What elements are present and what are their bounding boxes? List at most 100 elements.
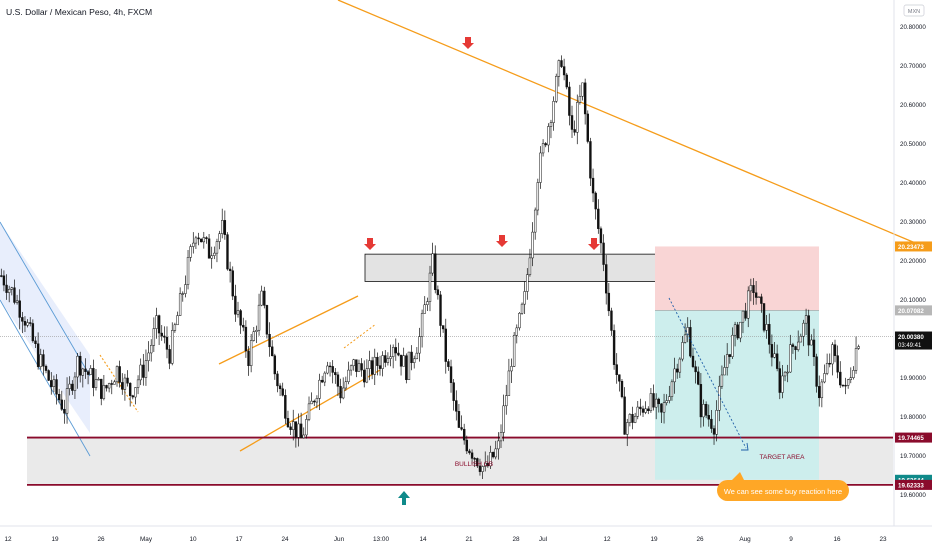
candle-body <box>670 381 674 397</box>
candle-body <box>836 355 839 373</box>
candle-body <box>846 379 850 386</box>
candle-body <box>215 241 219 254</box>
candle-body <box>181 293 184 295</box>
candle-body <box>512 334 516 367</box>
candle-body <box>79 355 82 376</box>
candle-body <box>552 101 555 123</box>
candle-body <box>694 366 697 373</box>
time-tick-label: 10 <box>189 536 197 543</box>
sell-arrow-1 <box>364 238 376 250</box>
candle-body <box>683 334 687 343</box>
candle-body <box>310 400 313 405</box>
candle-body <box>100 378 103 399</box>
candle-body <box>331 366 334 373</box>
candle-body <box>633 416 637 423</box>
candle-body <box>373 356 376 375</box>
candle-body <box>431 253 434 274</box>
candle-body <box>336 374 340 387</box>
candle-body <box>368 360 371 369</box>
candle-body <box>160 332 163 337</box>
candle-body <box>270 346 274 357</box>
candle-body <box>344 381 348 389</box>
candle-body <box>73 376 77 391</box>
candle-body <box>92 368 95 388</box>
candle-body <box>760 296 763 304</box>
candle-body <box>128 382 132 396</box>
candle-body <box>639 406 642 410</box>
time-axis[interactable]: 12 19 26 May 10 17 24 Jun 13:00 14 21 28 Jul 12 19 26 Au… <box>0 525 932 543</box>
candle-body <box>68 383 71 389</box>
candle-body <box>418 336 421 354</box>
sell-arrow-3 <box>496 235 508 247</box>
candle-body <box>113 381 116 385</box>
candle-body <box>150 345 153 354</box>
candle-body <box>2 275 6 286</box>
candle-body <box>273 355 277 375</box>
channel-upper-line <box>0 221 91 377</box>
candle-body <box>426 301 429 305</box>
candle-body <box>839 371 842 386</box>
candle-body <box>126 377 129 384</box>
candle-body <box>147 352 150 361</box>
price-axis[interactable]: 20.80000 20.70000 20.60000 20.50000 20.40000… <box>893 0 932 526</box>
candle-body <box>376 356 379 366</box>
candle-body <box>155 315 158 329</box>
candle-body <box>391 347 395 357</box>
candle-body <box>152 328 156 346</box>
candle-body <box>23 321 27 326</box>
candle-body <box>618 374 621 382</box>
candle-body <box>507 370 511 396</box>
price-tick-label: 20.70000 <box>900 63 926 70</box>
candle-body <box>770 344 774 358</box>
candle-body <box>641 408 645 413</box>
candle-body <box>334 372 337 376</box>
candle-body <box>489 452 492 467</box>
candle-body <box>244 326 248 352</box>
candle-body <box>710 418 713 429</box>
candle-body <box>370 360 374 375</box>
candle-body <box>462 428 466 441</box>
currency-button[interactable]: MXN <box>903 4 925 17</box>
currency-button-label: MXN <box>908 9 920 15</box>
candle-body <box>163 335 166 338</box>
price-label-box <box>895 479 932 490</box>
time-tick-label: Jun <box>334 536 345 543</box>
candle-body <box>136 379 140 388</box>
candle-body <box>110 383 113 385</box>
candle-body <box>71 383 74 391</box>
candle-body <box>299 423 303 439</box>
candle-body <box>747 290 750 319</box>
time-tick-label: 24 <box>281 536 289 543</box>
candle-body <box>194 237 198 244</box>
candle-body <box>86 371 90 375</box>
candle-body <box>142 364 145 378</box>
time-tick-label: 13:00 <box>373 536 389 543</box>
candle-body <box>799 335 803 343</box>
candle-body <box>497 440 500 450</box>
candle-body <box>342 387 345 399</box>
candle-body <box>192 242 195 247</box>
candle-body <box>255 329 258 332</box>
candle-body <box>576 102 579 133</box>
candle-body <box>741 310 745 323</box>
buy-arrow <box>398 491 410 505</box>
candle-body <box>326 365 329 374</box>
candle-body <box>5 284 8 293</box>
candle-body <box>460 427 463 430</box>
candle-body <box>586 113 589 142</box>
rising-channel-upper <box>218 295 359 365</box>
candle-body <box>820 381 824 399</box>
candle-body <box>184 284 187 294</box>
candle-body <box>65 388 69 414</box>
candle-body <box>712 428 716 435</box>
candle-body <box>502 405 505 433</box>
candle-body <box>768 324 771 345</box>
candle-body <box>42 354 45 367</box>
candle-body <box>702 404 705 418</box>
candle-body <box>123 377 127 390</box>
candle-body <box>828 362 831 365</box>
time-tick-label: 17 <box>235 536 243 543</box>
candle-body <box>289 426 292 430</box>
candle-body <box>286 418 290 428</box>
